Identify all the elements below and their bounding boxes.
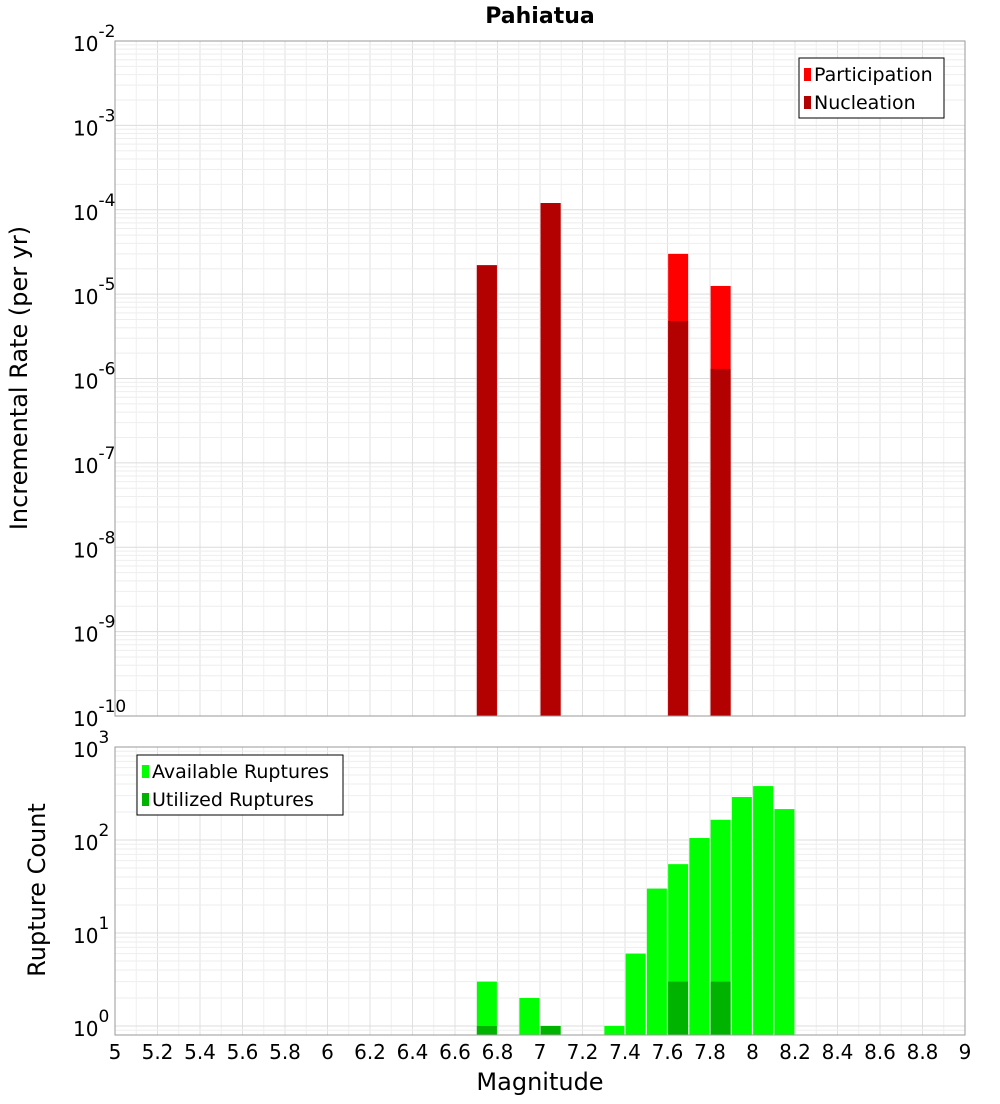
x-tick-label: 5.6 [227,1040,259,1064]
bottom-legend-swatch [142,765,149,778]
top-bar-s2 [668,321,689,716]
top-y-tick-label: 10-9 [73,613,115,647]
top-panel: 10-10 10-9 10-8 10-7 10-6 10-5 10-4 10-3 10-2 Par… [73,22,966,731]
bottom-bar-s1 [731,796,752,1035]
top-legend-label: Nucleation [814,92,916,114]
top-legend-label: Participation [814,64,933,86]
top-y-axis-title: Incremental Rate (per yr) [5,226,33,530]
x-tick-label: 6 [321,1040,334,1064]
bottom-legend-label: Available Ruptures [152,761,329,783]
x-tick-label: 7 [534,1040,547,1064]
top-y-tick-label: 10-7 [73,444,115,478]
bottom-bar-s2 [710,981,731,1035]
bottom-y-axis-title: Rupture Count [23,803,51,977]
x-tick-label: 8 [746,1040,759,1064]
bottom-bar-s1 [604,1025,625,1035]
bottom-bar-s1 [774,809,795,1035]
x-tick-label: 5 [109,1040,122,1064]
bottom-bar-s2 [668,981,689,1035]
bottom-y-tick-label: 100 [73,1007,109,1041]
x-tick-label: 5.4 [184,1040,216,1064]
bottom-plot-frame [114,746,966,1036]
top-plot-frame [114,40,966,717]
bottom-legend [136,754,344,816]
bottom-y-tick-label: 101 [73,914,109,948]
top-bar-s2 [540,203,561,716]
x-tick-label: 5.8 [269,1040,301,1064]
bottom-bar-s1 [710,819,731,1035]
x-tick-label: 9 [959,1040,972,1064]
x-axis-title: Magnitude [476,1068,603,1096]
x-tick-label: 6.8 [482,1040,514,1064]
bottom-bar-s1 [519,997,540,1035]
bottom-legend-swatch [142,793,149,806]
x-tick-label: 8.4 [822,1040,854,1064]
x-tick-label: 6.6 [439,1040,471,1064]
bottom-y-tick-label: 102 [73,821,109,855]
bottom-bar-s1 [753,786,774,1035]
top-y-tick-label: 10-8 [73,528,115,562]
x-tick-label: 6.4 [397,1040,429,1064]
bottom-bar-s1 [476,981,497,1035]
top-bar-s2 [710,368,731,716]
top-bar-s2 [476,265,497,716]
bottom-bar-s1 [625,953,646,1035]
top-legend-swatch [804,96,811,109]
top-legend [798,57,945,119]
x-tick-label: 7.2 [567,1040,599,1064]
x-tick-label: 7.6 [652,1040,684,1064]
x-tick-label: 8.6 [864,1040,896,1064]
top-legend-swatch [804,68,811,81]
bottom-bar-s1 [646,888,667,1035]
bottom-bar-s2 [540,1025,561,1035]
bottom-bar-s2 [476,1025,497,1035]
top-y-tick-label: 10-3 [73,106,115,140]
x-tick-label: 8.2 [779,1040,811,1064]
top-y-tick-label: 10-5 [73,275,115,309]
x-tick-label: 7.4 [609,1040,641,1064]
top-y-tick-label: 10-4 [73,191,115,225]
bottom-legend-label: Utilized Ruptures [152,789,314,811]
x-tick-label: 7.8 [694,1040,726,1064]
chart-title: Pahiatua [485,4,594,29]
x-tick-label: 5.2 [142,1040,174,1064]
top-y-tick-label: 10-10 [73,697,126,731]
bottom-bar-s1 [689,838,710,1035]
top-y-tick-label: 10-2 [73,22,115,56]
x-tick-label: 6.2 [354,1040,386,1064]
top-y-tick-label: 10-6 [73,360,115,394]
bottom-y-tick-label: 103 [73,728,109,762]
x-tick-label: 8.8 [907,1040,939,1064]
